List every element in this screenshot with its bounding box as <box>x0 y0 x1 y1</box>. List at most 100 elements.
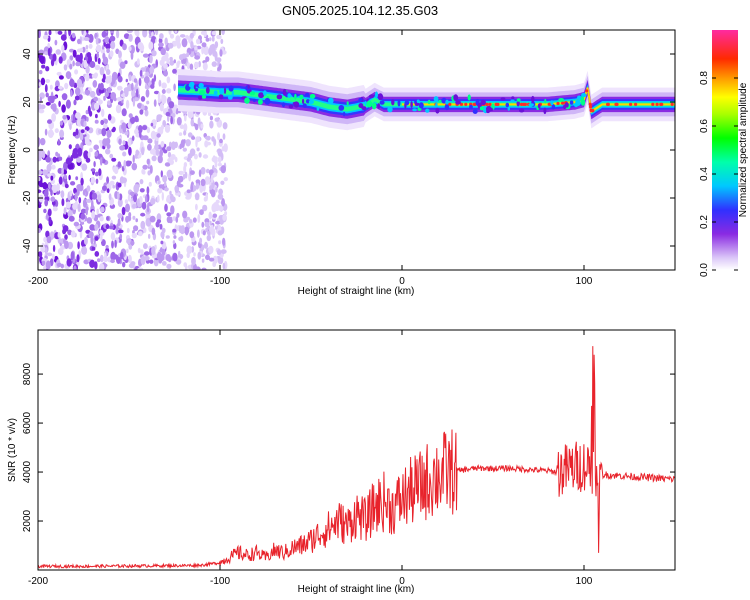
noise-blob <box>128 146 132 156</box>
noise-blob <box>141 146 145 156</box>
noise-blob <box>115 104 122 114</box>
noise-blob <box>194 46 198 51</box>
noise-region <box>38 30 228 270</box>
noise-blob <box>166 76 171 84</box>
noise-blob <box>223 177 228 182</box>
noise-blob <box>82 137 85 146</box>
noise-blob <box>160 170 163 178</box>
ridge-blob <box>455 100 461 105</box>
frequency-ridge <box>178 69 675 131</box>
noise-blob <box>55 151 59 157</box>
ridge-blob <box>377 103 381 109</box>
noise-blob <box>146 186 150 195</box>
noise-blob <box>164 203 168 212</box>
noise-blob <box>141 201 147 210</box>
ridge-blob <box>480 99 486 106</box>
ridge-blob <box>573 102 579 108</box>
noise-blob <box>144 85 149 90</box>
noise-blob <box>201 258 205 263</box>
noise-blob <box>73 148 78 154</box>
noise-blob <box>100 233 103 242</box>
noise-blob <box>150 122 154 127</box>
noise-blob <box>132 154 135 163</box>
noise-blob <box>68 144 72 150</box>
noise-blob <box>42 34 49 40</box>
noise-blob <box>95 113 98 119</box>
noise-blob <box>78 197 82 204</box>
noise-blob <box>123 159 127 169</box>
noise-blob <box>107 113 112 121</box>
noise-blob <box>200 178 206 187</box>
noise-blob <box>104 252 107 262</box>
noise-blob <box>181 38 188 48</box>
noise-blob <box>61 44 65 53</box>
noise-blob <box>185 35 189 40</box>
ridge-blob <box>260 94 264 98</box>
noise-blob <box>63 64 68 71</box>
noise-blob <box>51 113 56 122</box>
noise-blob <box>49 84 53 90</box>
noise-blob <box>137 247 141 254</box>
noise-blob <box>49 96 55 104</box>
noise-blob <box>145 71 150 77</box>
noise-blob <box>131 162 138 171</box>
noise-blob <box>195 38 201 45</box>
noise-blob <box>179 54 184 61</box>
noise-blob <box>110 251 116 261</box>
ridge-band <box>178 82 675 117</box>
noise-blob <box>131 203 137 209</box>
noise-blob <box>47 129 54 139</box>
noise-blob <box>97 57 101 65</box>
noise-blob <box>204 221 210 228</box>
noise-blob <box>103 123 108 129</box>
noise-blob <box>185 139 191 147</box>
noise-blob <box>210 224 214 231</box>
ridge-blob <box>425 108 430 113</box>
noise-blob <box>177 176 183 183</box>
noise-blob <box>150 198 156 205</box>
noise-blob <box>73 221 80 227</box>
noise-blob <box>161 191 164 201</box>
noise-blob <box>164 162 171 167</box>
peak-dot <box>615 102 619 106</box>
ridge-blob <box>577 95 582 101</box>
noise-blob <box>183 162 188 168</box>
noise-blob <box>151 50 157 57</box>
noise-blob <box>51 164 56 170</box>
noise-blob <box>91 210 95 220</box>
y-tick-label: 40 <box>22 48 33 60</box>
ridge-blob <box>391 99 395 106</box>
noise-blob <box>127 254 132 264</box>
ridge-blob <box>379 100 385 105</box>
noise-blob <box>45 247 48 256</box>
noise-blob <box>46 163 52 173</box>
noise-blob <box>157 155 163 164</box>
noise-blob <box>183 123 188 132</box>
noise-blob <box>73 265 77 270</box>
noise-blob <box>147 143 152 151</box>
noise-blob <box>203 45 210 56</box>
noise-blob <box>147 138 153 144</box>
peak-dot <box>591 109 595 113</box>
noise-blob <box>94 151 99 157</box>
noise-blob <box>166 146 172 152</box>
ridge-blob <box>435 102 438 108</box>
noise-blob <box>126 238 132 245</box>
noise-blob <box>214 160 218 168</box>
noise-blob <box>131 88 136 98</box>
ridge-blob <box>550 100 554 106</box>
noise-blob <box>51 184 58 193</box>
peak-dot <box>606 102 610 106</box>
ridge-blob <box>281 102 286 108</box>
noise-blob <box>73 99 77 106</box>
noise-blob <box>80 208 87 214</box>
noise-blob <box>175 216 179 223</box>
noise-blob <box>95 36 99 45</box>
noise-blob <box>105 224 110 230</box>
noise-blob <box>38 176 41 182</box>
noise-blob <box>57 138 60 146</box>
noise-blob <box>195 203 198 211</box>
noise-blob <box>38 70 43 75</box>
noise-blob <box>204 176 211 185</box>
noise-blob <box>116 30 120 39</box>
